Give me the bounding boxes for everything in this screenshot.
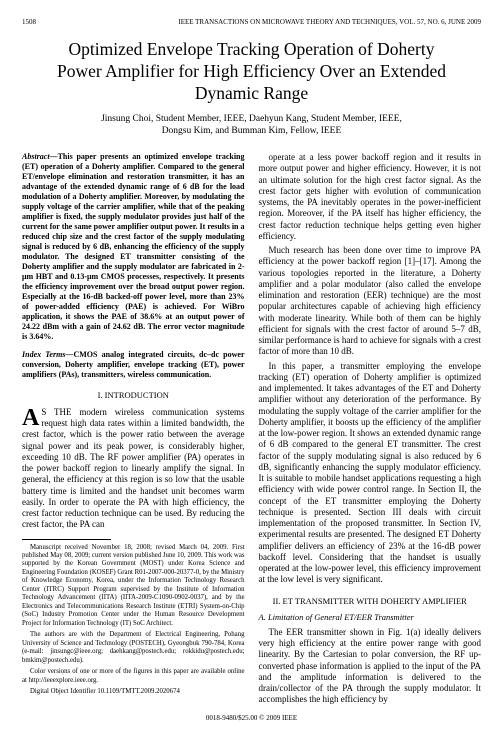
col2-p4: The EER transmitter shown in Fig. 1(a) i… <box>259 627 482 706</box>
intro-paragraph: AS THE modern wireless communication sys… <box>22 407 245 531</box>
authors-line2: Dongsu Kim, and Bumman Kim, Fellow, IEEE <box>22 126 481 138</box>
footnote-rule <box>22 539 111 540</box>
page-number: 1508 <box>22 18 36 27</box>
dropcap: A <box>22 407 41 428</box>
col2-p2: Much research has been done over time to… <box>259 245 482 358</box>
intro-text: S THE modern wireless communication syst… <box>22 407 245 530</box>
authors-line1: Jinsung Choi, Student Member, IEEE, Daeh… <box>22 114 481 126</box>
abstract: Abstract—This paper presents an optimize… <box>22 152 245 342</box>
journal-info: IEEE TRANSACTIONS ON MICROWAVE THEORY AN… <box>178 18 481 27</box>
footnote-2: The authors are with the Department of E… <box>22 631 245 665</box>
authors: Jinsung Choi, Student Member, IEEE, Daeh… <box>22 114 481 138</box>
col2-p1: operate at a less power backoff region a… <box>259 152 482 242</box>
section-1-heading: I. INTRODUCTION <box>22 390 245 401</box>
abstract-text: This paper presents an optimized envelop… <box>22 152 245 341</box>
footnote-1: Manuscript received November 18, 2008; r… <box>22 544 245 629</box>
index-terms: Index Terms—CMOS analog integrated circu… <box>22 350 245 380</box>
paper-title: Optimized Envelope Tracking Operation of… <box>52 39 451 105</box>
footer-copyright: 0018-9480/$25.00 © 2009 IEEE <box>22 714 481 723</box>
footnote-4: Digital Object Identifier 10.1109/TMTT.2… <box>22 688 245 696</box>
index-terms-label: Index Terms— <box>22 350 73 359</box>
subsection-a: A. Limitation of General ET/EER Transmit… <box>259 612 482 623</box>
section-2-heading: II. ET TRANSMITTER WITH DOHERTY AMPLIFIE… <box>259 596 482 607</box>
abstract-label: Abstract— <box>22 152 58 161</box>
col2-p3: In this paper, a transmitter employing t… <box>259 361 482 586</box>
